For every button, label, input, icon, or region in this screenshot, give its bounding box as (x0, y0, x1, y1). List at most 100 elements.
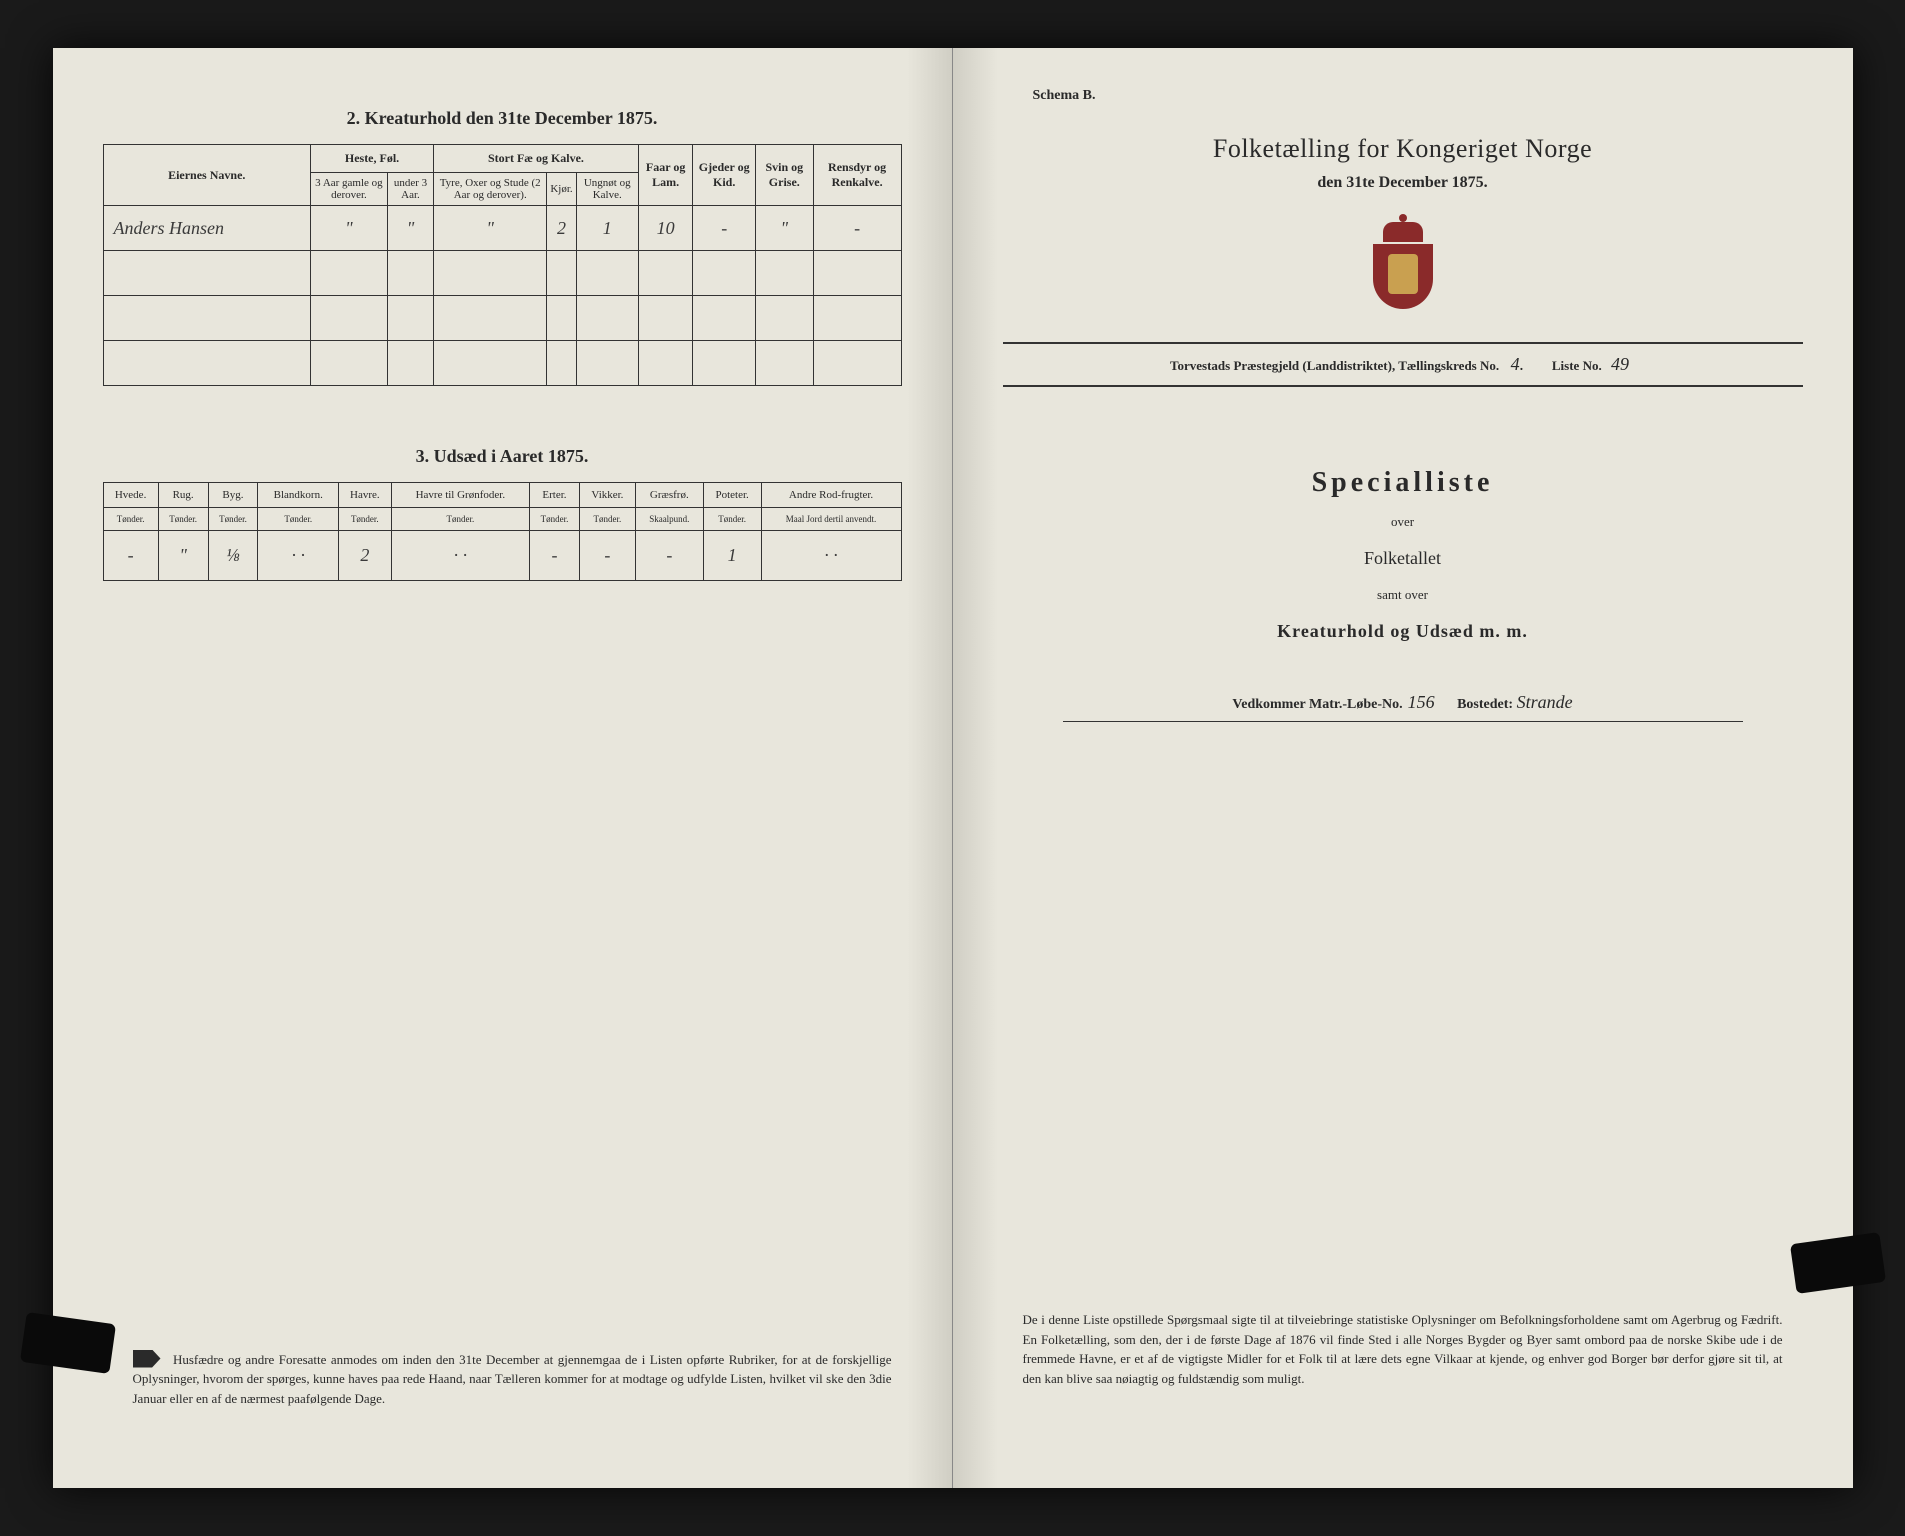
table-row (103, 251, 901, 296)
table-cell: 2 (547, 206, 576, 251)
bostedet-label: Bostedet: (1457, 697, 1513, 712)
col-heste2: under 3 Aar. (387, 173, 433, 206)
seed-col-unit: Maal Jord dertil anvendt. (761, 508, 901, 531)
seed-cell: · · (761, 531, 901, 581)
seed-col-header: Blandkorn. (258, 483, 339, 508)
table-cell (103, 341, 310, 386)
special-title: Specialliste (1003, 467, 1803, 499)
seed-col-header: Andre Rod-frugter. (761, 483, 901, 508)
right-footnote: De i denne Liste opstillede Spørgsmaal s… (1023, 1310, 1783, 1388)
left-footnote-text: Husfædre og andre Foresatte anmodes om i… (133, 1352, 892, 1406)
seed-col-header: Poteter. (703, 483, 761, 508)
table-cell (755, 296, 813, 341)
vedk-label: Vedkommer Matr.-Løbe-No. (1232, 697, 1402, 712)
kreaturhold-label: Kreaturhold og Udsæd m. m. (1003, 621, 1803, 642)
table-cell (547, 251, 576, 296)
seed-cell: · · (258, 531, 339, 581)
table-cell (638, 341, 693, 386)
table-cell (813, 296, 901, 341)
seed-cell: - (579, 531, 635, 581)
col-group-heste: Heste, Føl. (310, 145, 433, 173)
district-prefix: Torvestads Præstegjeld (Landdistriktet),… (1170, 358, 1499, 373)
schema-label: Schema B. (1033, 88, 1803, 104)
seed-col-unit: Tønder. (579, 508, 635, 531)
table-cell (693, 251, 755, 296)
main-title: Folketælling for Kongeriget Norge (1003, 134, 1803, 164)
seed-col-header: Græsfrø. (635, 483, 703, 508)
seed-col-unit: Tønder. (530, 508, 580, 531)
table-row (103, 296, 901, 341)
seed-cell: · · (391, 531, 529, 581)
seed-table: Hvede.Rug.Byg.Blandkorn.Havre.Havre til … (103, 482, 902, 581)
seed-col-unit: Tønder. (703, 508, 761, 531)
col-stort2: Kjør. (547, 173, 576, 206)
table-cell: 1 (576, 206, 638, 251)
table-cell (103, 296, 310, 341)
seed-cell: - (635, 531, 703, 581)
binder-clip-left (19, 1312, 115, 1374)
col-heste1: 3 Aar gamle og derover. (310, 173, 387, 206)
table-cell (547, 341, 576, 386)
table-cell (813, 251, 901, 296)
section3-title: 3. Udsæd i Aaret 1875. (103, 446, 902, 467)
left-page: 2. Kreaturhold den 31te December 1875. E… (53, 48, 953, 1488)
seed-cell: - (103, 531, 158, 581)
table-cell (693, 341, 755, 386)
table-cell (547, 296, 576, 341)
seed-cell: ⅛ (208, 531, 258, 581)
table-cell: - (693, 206, 755, 251)
seed-col-header: Hvede. (103, 483, 158, 508)
table-cell (434, 296, 547, 341)
samt-label: samt over (1003, 587, 1803, 603)
table-cell: " (310, 206, 387, 251)
bostedet-value: Strande (1517, 692, 1573, 713)
col-group-stort: Stort Fæ og Kalve. (434, 145, 639, 173)
table-cell: - (813, 206, 901, 251)
table-cell (310, 251, 387, 296)
table-cell (434, 251, 547, 296)
table-cell: " (434, 206, 547, 251)
seed-col-header: Erter. (530, 483, 580, 508)
col-faar: Faar og Lam. (638, 145, 693, 206)
table-cell (387, 341, 433, 386)
col-gjeder: Gjeder og Kid. (693, 145, 755, 206)
seed-cell: 2 (339, 531, 392, 581)
book-spread: 2. Kreaturhold den 31te December 1875. E… (53, 48, 1853, 1488)
table-cell (576, 251, 638, 296)
seed-col-unit: Tønder. (258, 508, 339, 531)
table-cell (103, 251, 310, 296)
district-no: 4. (1502, 354, 1532, 375)
table-cell (310, 341, 387, 386)
seed-col-header: Havre til Grønfoder. (391, 483, 529, 508)
table-cell (576, 341, 638, 386)
table-cell: " (755, 206, 813, 251)
pointer-icon (133, 1350, 161, 1368)
right-page: Schema B. Folketælling for Kongeriget No… (953, 48, 1853, 1488)
table-cell (693, 296, 755, 341)
seed-col-unit: Tønder. (103, 508, 158, 531)
table-cell: Anders Hansen (103, 206, 310, 251)
left-footnote: Husfædre og andre Foresatte anmodes om i… (133, 1350, 892, 1409)
seed-col-header: Byg. (208, 483, 258, 508)
table-cell (638, 296, 693, 341)
table-cell (813, 341, 901, 386)
liste-label: Liste No. (1552, 358, 1602, 373)
seed-col-unit: Tønder. (158, 508, 208, 531)
table-cell (638, 251, 693, 296)
liste-no: 49 (1605, 354, 1635, 375)
folketallet-label: Folketallet (1003, 548, 1803, 569)
seed-col-unit: Skaalpund. (635, 508, 703, 531)
coat-of-arms-icon (1368, 222, 1438, 312)
seed-col-unit: Tønder. (208, 508, 258, 531)
col-stort3: Ungnøt og Kalve. (576, 173, 638, 206)
table-cell: 10 (638, 206, 693, 251)
matr-line: Vedkommer Matr.-Løbe-No. 156 Bostedet: S… (1063, 692, 1743, 722)
seed-cell: - (530, 531, 580, 581)
seed-col-header: Havre. (339, 483, 392, 508)
seed-col-header: Vikker. (579, 483, 635, 508)
seed-cell: 1 (703, 531, 761, 581)
binder-clip-right (1789, 1232, 1885, 1294)
col-owner: Eiernes Navne. (103, 145, 310, 206)
seed-col-header: Rug. (158, 483, 208, 508)
table-cell (387, 296, 433, 341)
